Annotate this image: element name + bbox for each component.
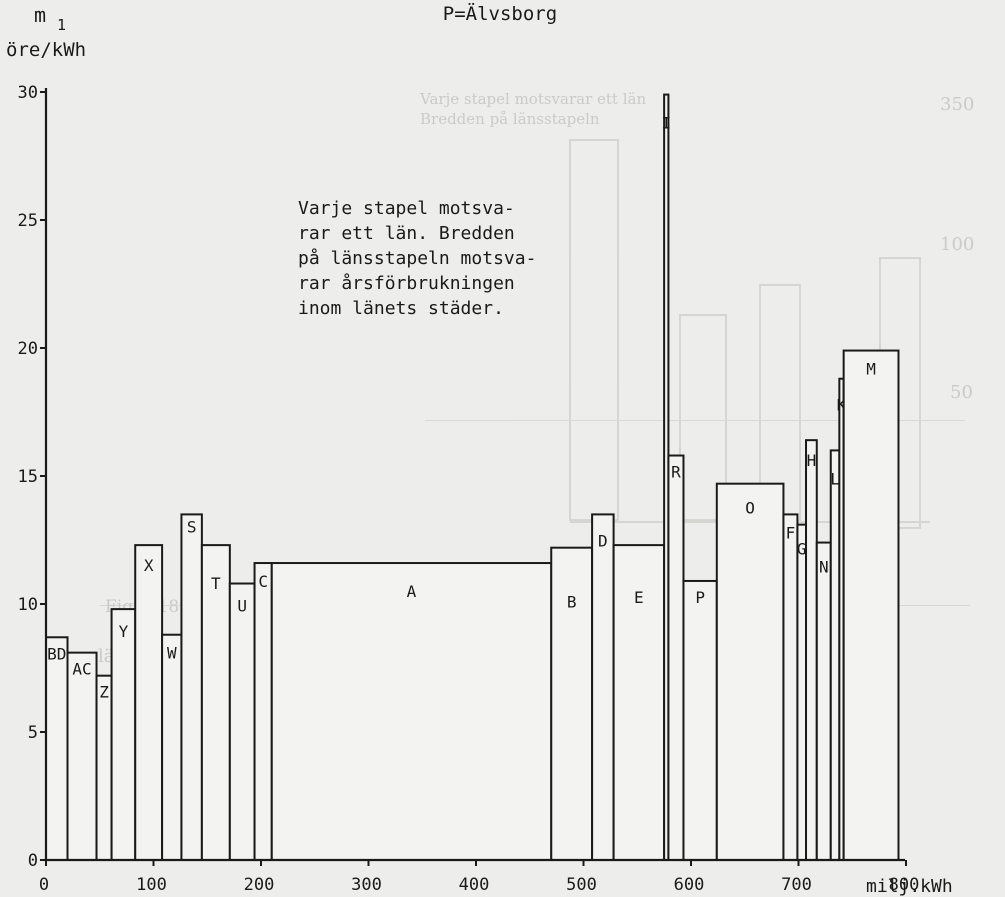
bar-label: B [567,593,577,612]
bar-r [667,454,685,861]
bar-label: AC [72,660,91,679]
x-tick-label: 400 [459,875,490,895]
bar-label: S [187,517,197,536]
x-tick-label: 100 [136,875,167,895]
x-tick-label: 0 [39,875,49,895]
y-axis-label: m 1 öre/kWh [6,3,86,61]
x-tick-label: 500 [566,875,597,895]
bar-label: T [211,574,221,593]
bar-z [95,674,113,861]
bar-label: X [144,556,154,575]
svg-text:350: 350 [940,94,974,115]
bar-label: H [807,451,817,470]
bar-label: Y [119,622,129,641]
chart-title: P=Älvsborg [443,2,557,25]
y-tick-label: 0 [28,851,38,871]
bar-b [550,546,594,861]
annotation-line: rar årsförbrukningen [298,273,515,294]
bar-s [180,513,203,862]
bar-a [270,562,553,861]
bar-label: C [258,572,268,591]
bar-bd [45,636,69,862]
x-axis-label: milj.kWh [866,876,953,897]
annotation-line: Varje stapel motsva- [298,198,515,219]
bar-label: I [661,114,671,133]
bar-l [829,449,841,861]
bar-label: R [671,463,681,482]
svg-text:Bredden på länsstapeln: Bredden på länsstapeln [420,110,600,128]
bar-label: G [797,540,807,559]
bar-g [796,523,808,861]
bar-label: BD [47,644,66,663]
bar-label: L [830,469,840,488]
bar-label: K [837,396,847,415]
bar-m [842,349,900,861]
svg-text:100: 100 [940,234,974,255]
bar-label: Z [99,683,109,702]
y-axis-subscript: 1 [57,16,66,34]
y-tick-label: 20 [18,339,38,359]
y-tick-label: 15 [18,467,38,487]
bar-x [134,544,164,861]
bar-label: W [167,644,177,663]
x-tick-label: 800 [889,875,920,895]
y-axis-unit: öre/kWh [6,39,86,61]
bar-p [682,579,718,862]
bar-y [110,608,137,861]
bar-c [253,562,273,861]
annotation-line: rar ett län. Bredden [298,223,515,244]
svg-text:Varje stapel motsvarar ett län: Varje stapel motsvarar ett län [419,90,646,108]
bar-label: O [745,499,755,518]
x-tick-label: 300 [351,875,382,895]
y-tick-label: 5 [28,723,38,743]
bar-label: F [786,523,796,542]
bar-label: U [237,597,247,616]
annotation-line: på länsstapeln motsva- [298,248,536,269]
y-tick-label: 30 [18,83,38,103]
bar-n [815,541,832,861]
x-tick-label: 600 [674,875,705,895]
bar-label: P [695,588,705,607]
bar-o [715,482,785,861]
x-tick-label: 200 [244,875,275,895]
bar-label: N [819,558,829,577]
y-tick-label: 25 [18,211,38,231]
bar-ac [66,651,98,862]
y-axis-symbol: m [34,3,46,27]
bar-w [161,633,183,861]
svg-text:50: 50 [950,382,973,403]
annotation-line: inom länets städer. [298,298,504,319]
y-tick-label: 10 [18,595,38,615]
y-ticks: 0 5 10 15 20 25 30 [18,83,46,871]
x-ticks: 0 100 200 300 400 500 600 700 800 [39,860,919,895]
bar-f [782,513,799,862]
bar-e [612,544,666,861]
annotation: Varje stapel motsva- rar ett län. Bredde… [298,198,536,319]
bar-u [228,582,256,862]
bar-label: M [866,360,876,379]
bar-label: E [634,588,644,607]
bar-h [805,439,818,861]
bar-d [591,513,615,862]
bar-label: D [598,531,608,550]
bar-label: A [407,582,417,601]
x-tick-label: 700 [781,875,812,895]
